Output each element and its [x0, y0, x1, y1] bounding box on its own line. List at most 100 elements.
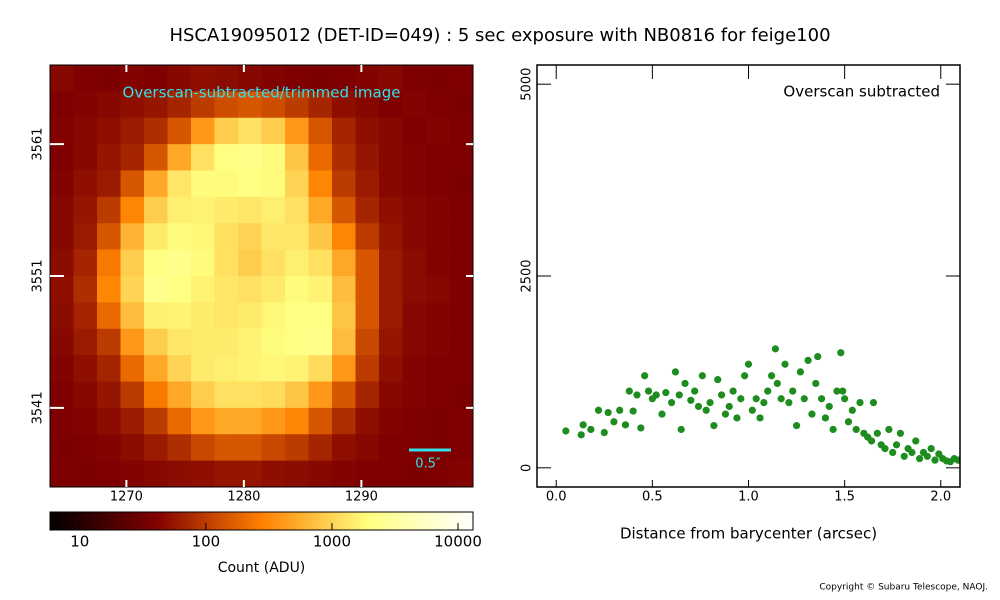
- image-cell: [50, 65, 74, 92]
- image-cell: [97, 276, 121, 303]
- scatter-point: [687, 396, 695, 404]
- scatter-point: [896, 429, 904, 437]
- image-cell: [97, 117, 121, 145]
- scatter-point: [837, 349, 845, 357]
- scatter-point: [671, 368, 680, 376]
- image-cell: [167, 144, 192, 171]
- image-cells: [50, 65, 473, 487]
- image-cell: [191, 249, 215, 277]
- image-cell: [402, 407, 427, 435]
- image-cell: [120, 196, 145, 224]
- image-cell: [238, 91, 262, 119]
- image-cell: [50, 249, 74, 277]
- image-cell: [332, 117, 356, 145]
- image-cell: [238, 249, 262, 277]
- image-cell: [285, 328, 309, 356]
- image-cell: [402, 223, 427, 251]
- image-cell: [73, 223, 98, 251]
- image-cell: [97, 170, 121, 198]
- image-cell: [50, 460, 74, 487]
- image-cell: [261, 434, 286, 462]
- image-cell: [285, 117, 309, 145]
- image-cell: [426, 328, 450, 356]
- image-cell: [426, 144, 450, 171]
- scatter-point: [825, 402, 833, 411]
- image-cell: [97, 144, 121, 171]
- image-cell: [449, 249, 473, 277]
- image-cell: [73, 249, 98, 277]
- image-cell: [332, 381, 356, 409]
- image-cell: [214, 381, 239, 409]
- image-cell: [379, 144, 403, 171]
- scatter-point: [562, 427, 570, 435]
- scatter-point: [748, 406, 756, 414]
- image-cell: [73, 302, 98, 330]
- image-cell: [449, 355, 473, 382]
- image-cell: [426, 302, 450, 330]
- image-cell: [50, 91, 74, 119]
- colorbar-label: Count (ADU): [218, 560, 306, 576]
- image-cell: [379, 170, 403, 198]
- image-cell: [144, 276, 168, 303]
- scatter-point: [577, 431, 585, 439]
- scatter-point: [587, 425, 595, 434]
- scatter-point: [641, 372, 649, 380]
- colorbar-tick-label: 100: [192, 533, 221, 551]
- image-cell: [167, 65, 192, 92]
- scatter-point: [839, 387, 847, 395]
- image-cell: [238, 381, 262, 409]
- image-cell: [449, 223, 473, 251]
- scatter-point: [841, 395, 849, 403]
- image-cell: [449, 381, 473, 409]
- image-cell: [355, 196, 380, 224]
- image-cell: [120, 407, 145, 435]
- image-cell: [50, 302, 74, 330]
- scatter-point: [637, 424, 645, 432]
- image-cell: [308, 407, 333, 435]
- image-cell: [167, 328, 192, 356]
- scatter-point: [721, 410, 730, 418]
- image-cell: [120, 328, 145, 356]
- x-tick-label: 1270: [110, 490, 143, 505]
- image-cell: [261, 302, 286, 330]
- image-cell: [449, 65, 473, 92]
- image-cell: [214, 117, 239, 145]
- image-cell: [402, 276, 427, 303]
- x-axis-label: Distance from barycenter (arcsec): [620, 525, 877, 543]
- image-cell: [332, 460, 356, 487]
- image-cell: [73, 117, 98, 145]
- image-cell: [214, 144, 239, 171]
- image-cell: [355, 223, 380, 251]
- image-cell: [308, 328, 333, 356]
- image-cell: [379, 196, 403, 224]
- image-cell: [308, 91, 333, 119]
- legend-label: Overscan subtracted: [783, 83, 940, 101]
- scatter-point: [677, 425, 685, 434]
- image-cell: [191, 381, 215, 409]
- scatter-point: [785, 399, 793, 407]
- scatter-point: [873, 429, 881, 437]
- scatter-point: [848, 406, 856, 414]
- image-cell: [308, 117, 333, 145]
- scatter-point: [764, 387, 772, 395]
- scatter-point: [744, 360, 753, 368]
- image-cell: [355, 407, 380, 435]
- image-cell: [332, 355, 356, 382]
- image-cell: [426, 355, 450, 382]
- x-tick-label: 1280: [227, 490, 260, 505]
- scatter-point: [792, 422, 801, 430]
- image-cell: [308, 460, 333, 487]
- image-cell: [167, 223, 192, 251]
- image-cell: [214, 91, 239, 119]
- image-cell: [97, 91, 121, 119]
- x-tick-label: 0.0: [546, 490, 567, 505]
- image-cell: [120, 249, 145, 277]
- image-cell: [449, 91, 473, 119]
- image-cell: [144, 196, 168, 224]
- image-cell: [355, 302, 380, 330]
- image-cell: [402, 381, 427, 409]
- image-cell: [332, 249, 356, 277]
- image-cell: [238, 328, 262, 356]
- image-cell: [50, 381, 74, 409]
- image-cell: [332, 144, 356, 171]
